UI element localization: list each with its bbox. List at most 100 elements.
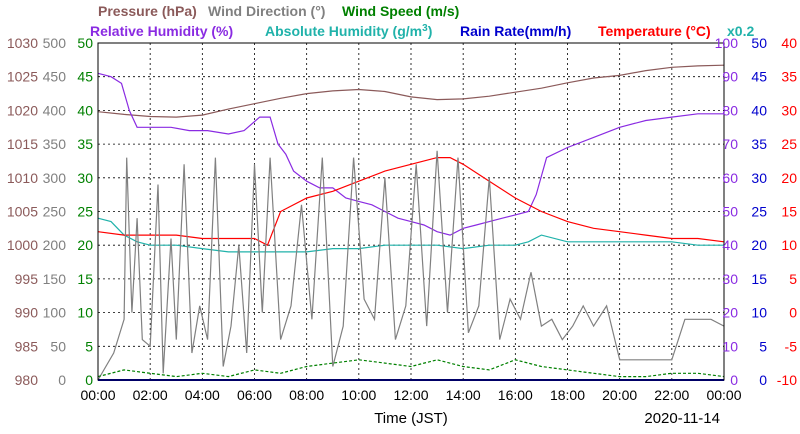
tick-label-temperature: 15	[781, 204, 797, 220]
legend-item: Pressure (hPa)	[98, 3, 197, 19]
series-line	[97, 64, 725, 118]
legend-item: Wind Speed (m/s)	[342, 3, 459, 19]
legend-item: x0.2	[727, 23, 754, 39]
tick-label-temperature: 40	[781, 35, 797, 51]
tick-label-temperature: 5	[789, 271, 797, 287]
tick-label-x: 06:00	[237, 387, 272, 403]
tick-label-humidity: 70	[722, 136, 738, 152]
tick-label-humidity: 50	[722, 204, 738, 220]
tick-label-wind_direction: 300	[43, 170, 67, 186]
tick-label-wind_direction: 350	[43, 136, 67, 152]
tick-label-temperature: 25	[781, 136, 797, 152]
tick-label-wind_direction: 150	[43, 271, 67, 287]
grid	[98, 43, 724, 380]
tick-label-x: 10:00	[341, 387, 376, 403]
tick-label-pressure: 985	[15, 338, 39, 354]
axis-tick-labels: 1030102510201015101010051000995990985980…	[7, 35, 797, 403]
tick-label-wind_speed: 15	[77, 271, 93, 287]
tick-label-wind_direction: 200	[43, 237, 67, 253]
tick-label-pressure: 1015	[7, 136, 38, 152]
tick-label-pressure: 1020	[7, 102, 38, 118]
tick-label-rain_rate: 35	[751, 136, 767, 152]
series-line	[97, 150, 725, 381]
tick-label-x: 00:00	[80, 387, 115, 403]
legend-superscript: 3	[422, 23, 428, 34]
tick-label-wind_speed: 25	[77, 204, 93, 220]
tick-label-x: 18:00	[550, 387, 585, 403]
tick-label-humidity: 10	[722, 338, 738, 354]
tick-label-rain_rate: 15	[751, 271, 767, 287]
tick-label-wind_speed: 40	[77, 102, 93, 118]
tick-label-pressure: 1000	[7, 237, 38, 253]
legend-item: Absolute Humidity (g/m3)	[265, 23, 432, 40]
tick-label-wind_speed: 30	[77, 170, 93, 186]
tick-label-wind_speed: 0	[85, 372, 93, 388]
tick-label-x: 04:00	[185, 387, 220, 403]
tick-label-wind_speed: 5	[85, 338, 93, 354]
tick-label-x: 22:00	[654, 387, 689, 403]
tick-label-pressure: 1025	[7, 69, 38, 85]
tick-label-humidity: 30	[722, 271, 738, 287]
tick-label-temperature: 20	[781, 170, 797, 186]
tick-label-pressure: 990	[15, 305, 39, 321]
tick-label-x: 02:00	[133, 387, 168, 403]
tick-label-x: 16:00	[498, 387, 533, 403]
tick-label-humidity: 20	[722, 305, 738, 321]
plot-frame	[97, 42, 725, 381]
tick-label-rain_rate: 5	[759, 338, 767, 354]
tick-label-wind_direction: 0	[58, 372, 66, 388]
tick-label-rain_rate: 25	[751, 204, 767, 220]
tick-label-x: 14:00	[446, 387, 481, 403]
legend-tail: )	[428, 23, 433, 39]
series-lines	[97, 64, 725, 381]
tick-label-wind_direction: 400	[43, 102, 67, 118]
tick-label-pressure: 1030	[7, 35, 38, 51]
tick-label-temperature: 0	[789, 305, 797, 321]
legend-item: Relative Humidity (%)	[90, 23, 233, 39]
tick-label-pressure: 995	[15, 271, 39, 287]
tick-label-wind_direction: 450	[43, 69, 67, 85]
tick-label-temperature: 30	[781, 102, 797, 118]
tick-label-wind_direction: 50	[50, 338, 66, 354]
tick-label-x: 08:00	[289, 387, 324, 403]
tick-label-rain_rate: 20	[751, 237, 767, 253]
tick-label-humidity: 100	[715, 35, 739, 51]
tick-label-rain_rate: 40	[751, 102, 767, 118]
tick-label-wind_direction: 500	[43, 35, 67, 51]
tick-label-humidity: 60	[722, 170, 738, 186]
series-line	[97, 217, 724, 253]
series-line	[97, 72, 724, 236]
legend-item: Wind Direction (°)	[208, 3, 325, 19]
x-axis-title: Time (JST)	[374, 410, 448, 427]
tick-label-humidity: 80	[722, 102, 738, 118]
legend: Pressure (hPa) Wind Direction (°) Wind Spe…	[90, 3, 754, 39]
tick-label-wind_direction: 250	[43, 204, 67, 220]
tick-label-rain_rate: 45	[751, 69, 767, 85]
tick-label-wind_speed: 10	[77, 305, 93, 321]
tick-label-pressure: 1010	[7, 170, 38, 186]
tick-label-rain_rate: 10	[751, 305, 767, 321]
tick-label-wind_speed: 20	[77, 237, 93, 253]
tick-label-wind_speed: 35	[77, 136, 93, 152]
tick-label-rain_rate: 50	[751, 35, 767, 51]
series-line	[97, 157, 725, 247]
tick-label-temperature: 35	[781, 69, 797, 85]
tick-label-temperature: -5	[785, 338, 798, 354]
tick-label-x: 20:00	[602, 387, 637, 403]
tick-label-pressure: 1005	[7, 204, 38, 220]
legend-item: Temperature (°C)	[598, 23, 711, 39]
legend-item: Rain Rate(mm/h)	[460, 23, 571, 39]
tick-label-wind_speed: 45	[77, 69, 93, 85]
tick-label-humidity: 40	[722, 237, 738, 253]
tick-label-humidity: 90	[722, 69, 738, 85]
date-label: 2020-11-14	[644, 410, 720, 427]
tick-label-temperature: 10	[781, 237, 797, 253]
tick-label-pressure: 980	[15, 372, 39, 388]
tick-label-humidity: 0	[730, 372, 738, 388]
tick-label-wind_direction: 100	[43, 305, 67, 321]
series-line	[97, 359, 725, 378]
tick-label-rain_rate: 30	[751, 170, 767, 186]
tick-label-temperature: -10	[777, 372, 797, 388]
tick-label-wind_speed: 50	[77, 35, 93, 51]
